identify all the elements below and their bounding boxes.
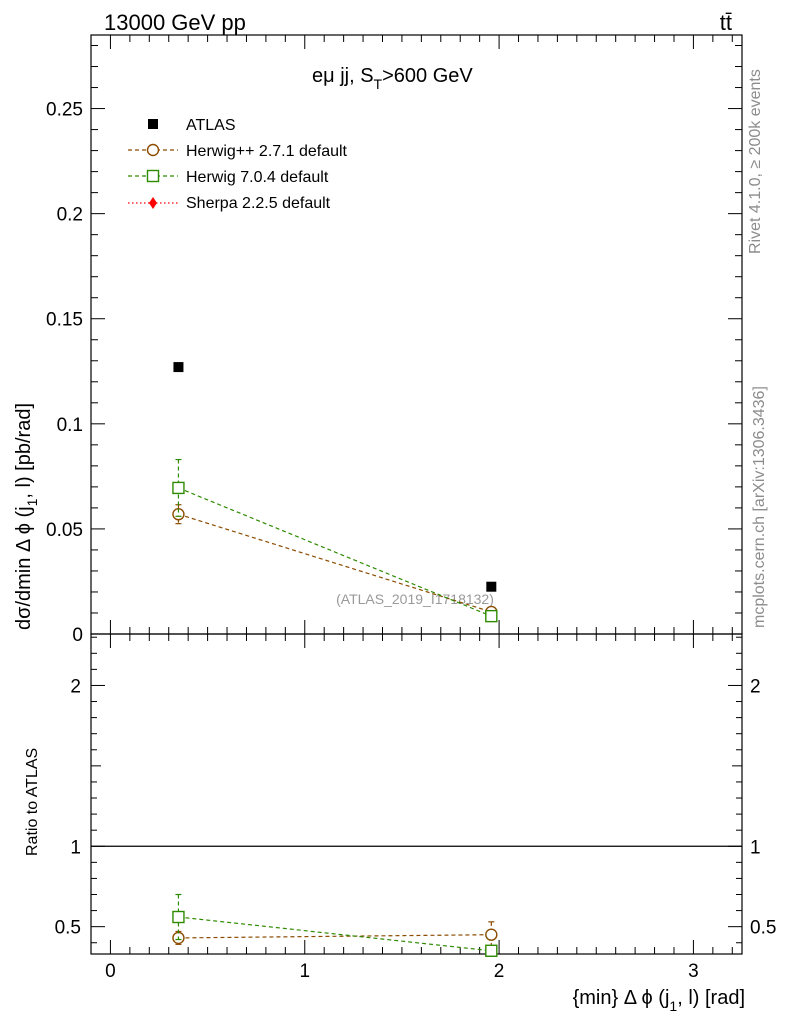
legend-label-sherpa: Sherpa 2.2.5 default	[186, 195, 331, 212]
data-point-atlas	[486, 581, 497, 592]
main-y-axis-label: dσ/dmin Δ ϕ (j1, l) [pb/rad]	[13, 403, 40, 630]
main-y-tick-label: 0.15	[46, 310, 83, 331]
legend-label-herwig7: Herwig 7.0.4 default	[186, 169, 329, 186]
legend-entry-herwigpp: Herwig++ 2.7.1 default	[128, 143, 348, 160]
main-line-herwigpp	[178, 513, 492, 613]
data-point-herwig7	[485, 609, 498, 623]
axes-layer: 0 1 2 3 0 0.05 0.1 0.15 0.2 0.25 0.5 0.5 1 1 2 2	[46, 35, 776, 982]
main-y-tick-label: 0	[72, 625, 83, 646]
main-line-herwig7	[178, 487, 492, 617]
ratio-y-tick-label-right: 0.5	[750, 918, 776, 939]
main-y-tick-label: 0.2	[57, 205, 83, 226]
side-label-mcplots: mcplots.cern.ch [arXiv:1306.3436]	[751, 386, 768, 628]
legend-label-atlas: ATLAS	[186, 117, 236, 134]
legend-marker-herwigpp	[146, 143, 160, 157]
data-point-atlas	[173, 362, 184, 373]
ratio-y-tick-label: 2	[70, 676, 81, 697]
data-point-herwig7	[172, 910, 185, 924]
ratio-y-axis-label: Ratio to ATLAS	[24, 748, 41, 856]
data-point-herwig7	[172, 481, 185, 495]
legend-entry-atlas: ATLAS	[148, 117, 236, 134]
ratio-series-herwigpp	[172, 921, 498, 949]
side-label-rivet: Rivet 4.1.0, ≥ 200k events	[747, 69, 764, 254]
legend-entry-sherpa: Sherpa 2.2.5 default	[128, 195, 331, 212]
main-y-tick-label: 0.25	[46, 100, 83, 121]
header-process-label: tt̄	[720, 10, 732, 35]
ratio-y-tick-label: 0.5	[55, 918, 81, 939]
ratio-series-herwig7	[172, 893, 498, 957]
legend-entry-herwig7: Herwig 7.0.4 default	[128, 169, 329, 186]
x-tick-label: 3	[688, 961, 699, 982]
series-layer	[172, 362, 498, 957]
data-point-herwig7	[485, 944, 498, 957]
ratio-y-tick-label: 1	[70, 837, 81, 858]
ratio-y-tick-label-right: 1	[750, 837, 761, 858]
analysis-watermark: (ATLAS_2019_I1718132)	[336, 591, 494, 607]
x-tick-label: 0	[105, 961, 116, 982]
main-series-herwig7	[172, 458, 498, 623]
legend-marker-herwig7	[146, 169, 160, 183]
ratio-line-herwig7	[178, 916, 492, 952]
x-axis-label: {min} Δ ϕ (j1, l) [rad]	[573, 987, 745, 1014]
main-y-tick-label: 0.1	[57, 415, 83, 436]
ratio-line-herwigpp	[178, 934, 492, 939]
data-point-herwigpp	[485, 928, 498, 941]
legend-marker-atlas	[148, 119, 158, 129]
ratio-panel-frame	[90, 633, 743, 955]
x-tick-label: 2	[494, 961, 505, 982]
plot-title: eμ jj, ST>600 GeV	[312, 65, 473, 92]
header-beam-label: 13000 GeV pp	[104, 10, 246, 35]
legend-marker-sherpa	[149, 197, 157, 209]
legend-label-herwigpp: Herwig++ 2.7.1 default	[186, 143, 348, 160]
x-tick-label: 1	[299, 961, 310, 982]
main-series-atlas	[173, 362, 497, 592]
main-y-tick-label: 0.05	[46, 520, 83, 541]
ratio-y-tick-label-right: 2	[750, 676, 761, 697]
legend: ATLAS Herwig++ 2.7.1 default Herwig 7.0.…	[128, 117, 348, 212]
